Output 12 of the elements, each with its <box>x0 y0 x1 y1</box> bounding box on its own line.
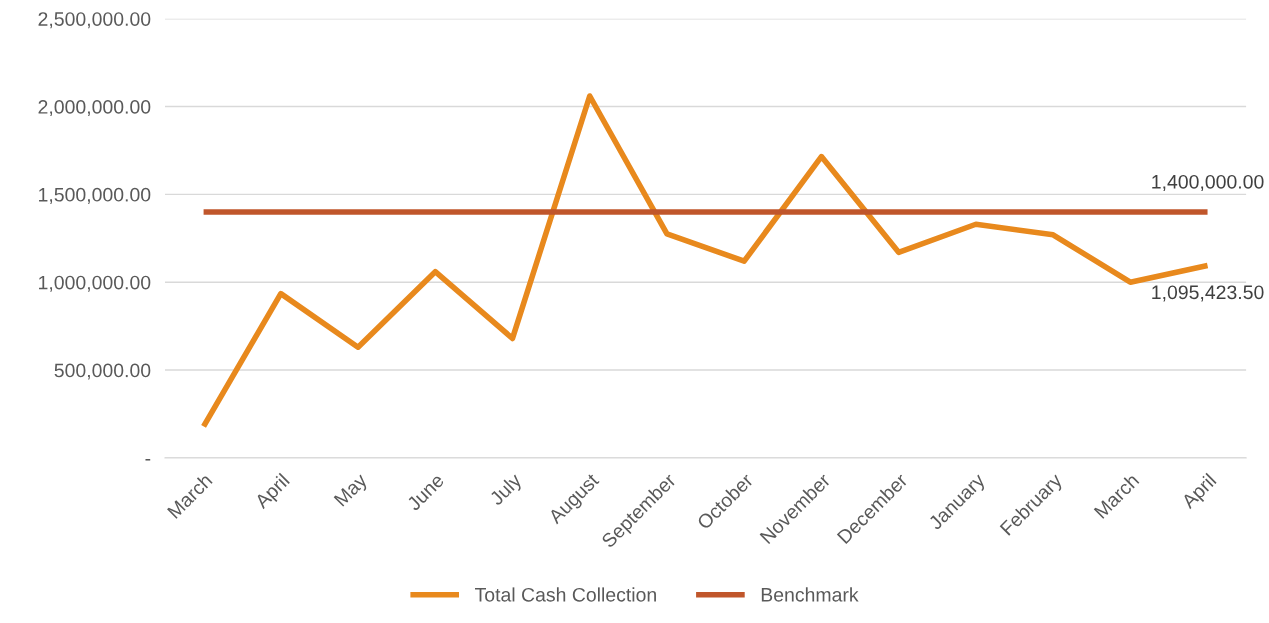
y-tick-label: 500,000.00 <box>54 363 151 380</box>
y-tick-label: 2,000,000.00 <box>38 100 151 117</box>
data-label: 1,400,000.00 <box>1152 174 1264 191</box>
y-tick-label: 2,500,000.00 <box>38 12 151 29</box>
data-label: 1,095,423.50 <box>1152 285 1264 302</box>
y-tick-label: 1,500,000.00 <box>39 187 151 204</box>
legend-label: Total Cash Collection <box>475 587 656 602</box>
y-tick-label: 1,000,000.00 <box>39 275 151 292</box>
legend-label: Benchmark <box>761 587 859 602</box>
y-tick-label: - <box>145 459 151 461</box>
x-tick-label: July <box>488 471 526 509</box>
x-tick-label: May <box>333 472 371 510</box>
